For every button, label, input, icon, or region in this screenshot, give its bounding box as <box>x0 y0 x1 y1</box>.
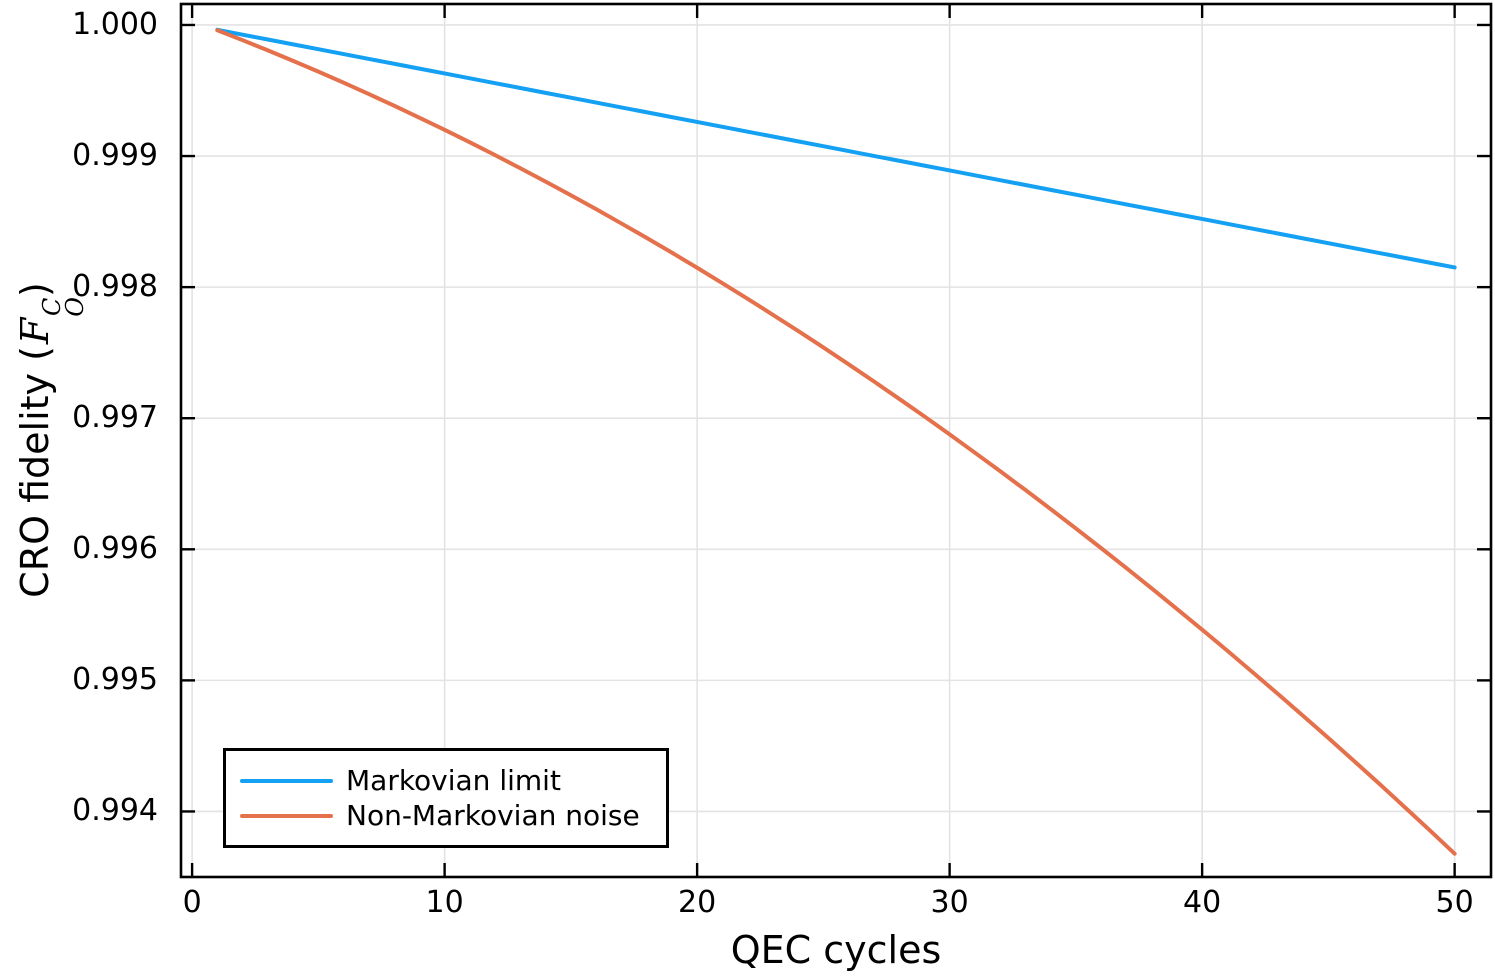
y-tick-label: 0.994 <box>72 793 158 829</box>
x-tick-label: 30 <box>930 885 969 920</box>
legend: Markovian limit Non-Markovian noise <box>223 748 669 848</box>
non-markovian-noise-line <box>215 28 1457 856</box>
plot-frame <box>179 2 1493 879</box>
x-tick-label: 50 <box>1435 885 1474 920</box>
markovian-line-sample <box>240 778 333 783</box>
y-axis-math-symbol: F <box>13 317 57 345</box>
x-tick-label: 10 <box>425 885 464 920</box>
y-axis-title-text: CRO fidelity ( <box>13 346 57 598</box>
legend-label-non-markovian: Non-Markovian noise <box>346 798 640 832</box>
non-markovian-line-sample <box>240 813 333 818</box>
x-axis-title: QEC cycles <box>730 928 942 972</box>
y-tick-label: 0.996 <box>72 531 158 567</box>
y-tick-label: 0.998 <box>72 269 158 305</box>
y-tick-label: 0.999 <box>72 138 158 174</box>
y-tick-label: 1.000 <box>72 6 158 42</box>
y-tick-label: 0.995 <box>72 662 158 698</box>
markovian-limit-line <box>215 27 1457 270</box>
y-axis-title-close-paren: ) <box>13 282 57 297</box>
y-tick-label: 0.997 <box>72 400 158 436</box>
legend-item-non-markovian: Non-Markovian noise <box>226 798 666 832</box>
x-tick-label: 0 <box>182 885 202 920</box>
y-axis-title: CRO fidelity (F C O) <box>13 225 89 655</box>
legend-item-markovian: Markovian limit <box>226 763 666 797</box>
x-tick-label: 20 <box>678 885 717 920</box>
y-axis-math-subscript: O <box>60 297 89 317</box>
legend-label-markovian: Markovian limit <box>346 763 561 797</box>
x-tick-label: 40 <box>1183 885 1222 920</box>
